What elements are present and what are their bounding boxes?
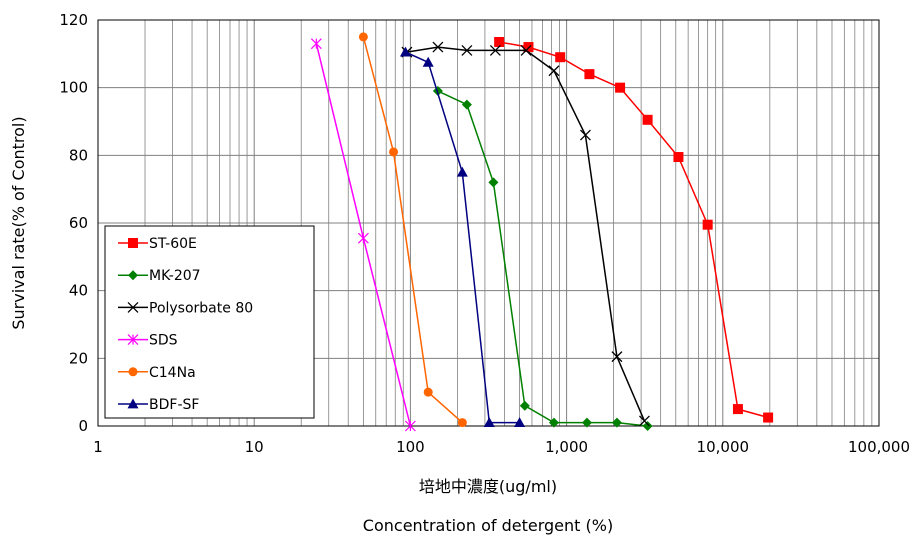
- legend-label: MK-207: [149, 268, 201, 284]
- data-point: [673, 152, 683, 162]
- legend-label: Polysorbate 80: [149, 300, 253, 316]
- y-axis-title: Survival rate(% of Control): [9, 116, 28, 329]
- y-tick-label: 20: [69, 349, 88, 367]
- legend-box: [105, 226, 314, 418]
- legend-label: SDS: [149, 333, 178, 349]
- x-tick-label: 10,000: [697, 438, 750, 456]
- y-tick-label: 120: [59, 11, 88, 29]
- x-tick-label: 100,000: [848, 438, 910, 456]
- data-point: [424, 388, 433, 397]
- data-point: [703, 220, 713, 230]
- data-point: [359, 32, 368, 41]
- y-tick-label: 60: [69, 214, 88, 232]
- y-tick-label: 80: [69, 146, 88, 164]
- data-point: [555, 52, 565, 62]
- legend-label: ST-60E: [149, 236, 197, 252]
- data-point: [389, 147, 398, 156]
- data-point: [494, 37, 504, 47]
- legend: ST-60E MK-207 Polysorbate 80 SDS C14Na BDF-SF: [105, 226, 314, 418]
- y-tick-label: 100: [59, 79, 88, 97]
- x-tick-label: 1,000: [545, 438, 588, 456]
- legend-label: BDF-SF: [149, 397, 199, 413]
- legend-marker: [128, 238, 138, 248]
- y-tick-label: 40: [69, 282, 88, 300]
- data-point: [763, 413, 773, 423]
- y-tick-label: 0: [78, 417, 88, 435]
- x-tick-label: 1: [93, 438, 103, 456]
- x-tick-label: 10: [245, 438, 264, 456]
- data-point: [733, 404, 743, 414]
- data-point: [643, 115, 653, 125]
- data-point: [458, 418, 467, 427]
- x-axis-title-secondary: Concentration of detergent (%): [363, 516, 613, 535]
- data-point: [584, 69, 594, 79]
- x-tick-label: 100: [396, 438, 425, 456]
- legend-marker: [129, 367, 138, 376]
- data-point: [615, 83, 625, 93]
- x-axis-title: 培地中濃度(ug/ml): [419, 477, 557, 496]
- legend-label: C14Na: [149, 365, 196, 381]
